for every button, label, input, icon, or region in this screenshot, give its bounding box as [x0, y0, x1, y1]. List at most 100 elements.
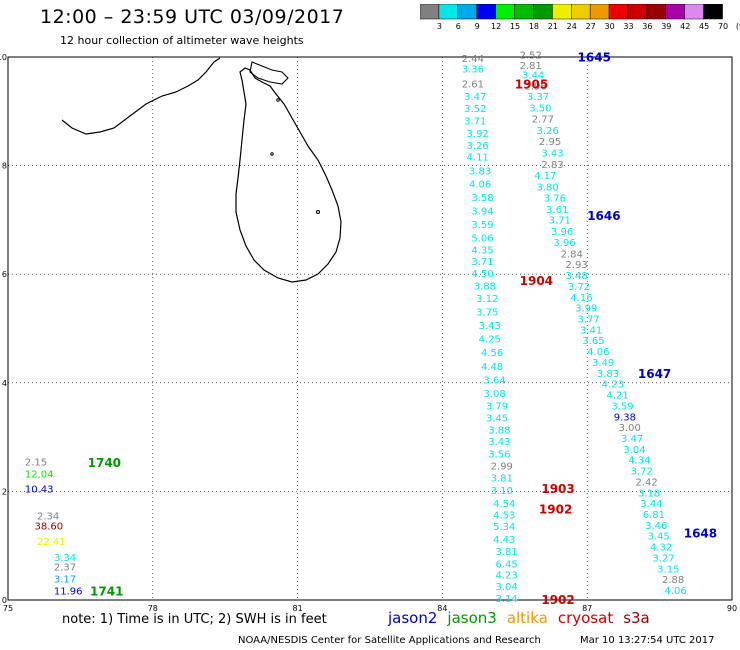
wave-height-value: 4.11: [467, 153, 489, 164]
x-tick-label: 78: [148, 604, 158, 613]
wave-height-value: 3.71: [549, 216, 571, 227]
wave-height-value: 3.43: [488, 437, 510, 448]
wave-height-value: 3.48: [565, 271, 587, 282]
wave-height-value: 2.81: [520, 61, 542, 72]
wave-height-value: 4.43: [493, 535, 515, 546]
wave-height-value: 12.04: [25, 469, 54, 480]
wave-height-value: 2.77: [532, 115, 554, 126]
wave-height-value: 4.32: [650, 543, 672, 554]
color-scale-label: 30: [604, 22, 615, 31]
wave-height-value: 3.75: [476, 307, 498, 318]
wave-height-value: 3.61: [546, 205, 568, 216]
color-scale-label: 24: [566, 22, 577, 31]
grid-lines: [8, 57, 732, 600]
wave-height-value: 3.10: [491, 486, 513, 497]
wave-height-value: 4.34: [628, 456, 650, 467]
wave-height-value: 3.15: [657, 564, 679, 575]
y-tick-label: 4: [2, 379, 7, 388]
wave-height-value: 3.59: [471, 220, 493, 231]
wave-height-value: 2.37: [54, 563, 76, 574]
time-labels: 1740 1741 1645 1905 1646 1904 1647 1903 1902 1902…: [88, 50, 717, 606]
wave-height-value: 3.41: [580, 325, 602, 336]
wave-height-value: 3.56: [488, 450, 510, 461]
wave-height-value: 3.88: [488, 425, 510, 436]
y-tick-label: 2: [2, 487, 7, 496]
wave-height-value: 2.42: [635, 477, 657, 488]
wave-height-value: 4.54: [493, 499, 515, 510]
wave-height-value: 2.52: [520, 51, 542, 62]
color-scale-label: 39: [661, 22, 672, 31]
wave-height-value: 3.47: [464, 92, 486, 103]
wave-height-value: 11.96: [54, 587, 83, 598]
credit-text: NOAA/NESDIS Center for Satellite Applica…: [238, 635, 541, 646]
wave-height-value: 2.34: [37, 512, 59, 523]
observation-time-label: 1903: [541, 482, 574, 496]
wave-height-value: 4.48: [481, 362, 503, 373]
color-scale-label: 12: [491, 22, 502, 31]
color-scale-label: 45: [699, 22, 710, 31]
wave-height-value: 3.58: [471, 193, 493, 204]
color-scale-label: (ft): [735, 22, 740, 31]
island-dot: [276, 98, 280, 102]
wave-height-value: 3.94: [471, 206, 493, 217]
observation-time-label: 1647: [638, 367, 671, 381]
wave-height-value: 3.26: [467, 141, 489, 152]
wave-height-value: 4.17: [534, 171, 556, 182]
wave-height-value: 10.43: [25, 484, 54, 495]
wave-height-value: 2.93: [565, 260, 587, 271]
wave-height-value: 5.34: [493, 522, 515, 533]
color-swatch: [703, 4, 723, 20]
wave-height-value: 3.72: [631, 467, 653, 478]
wave-height-value: 3.45: [648, 532, 670, 543]
wave-height-value: 4.35: [471, 246, 493, 257]
wave-height-value: 3.83: [597, 369, 619, 380]
wave-height-value: 3.77: [578, 315, 600, 326]
satellite-legend: jason2 jason3 altika cryosat s3a: [388, 609, 660, 627]
color-scale-label: 15: [509, 22, 521, 31]
map-frame: [7, 56, 733, 601]
color-scale-label: 33: [623, 22, 634, 31]
wave-height-value: 2.95: [539, 137, 561, 148]
wave-height-value: 2.15: [25, 457, 47, 468]
observation-time-label: 1902: [541, 593, 574, 607]
wave-height-value: 3.79: [486, 401, 508, 412]
wave-height-value: 3.45: [486, 413, 508, 424]
color-scale-label: 42: [680, 22, 691, 31]
wave-height-value: 4.56: [481, 348, 503, 359]
wave-height-value: 3.47: [621, 434, 643, 445]
color-scale-label: 6: [455, 22, 461, 31]
sri-lanka-outline: [235, 67, 342, 283]
color-scale-bar: [420, 4, 723, 20]
wave-height-value: 3.37: [527, 92, 549, 103]
legend-item-jason2: jason2: [388, 609, 438, 627]
wave-height-value: 3.52: [464, 104, 486, 115]
wave-height-value: 6.81: [643, 510, 665, 521]
legend-item-jason3: jason3: [447, 609, 497, 627]
observation-time-label: 1904: [520, 274, 553, 288]
jaffna-peninsula: [249, 61, 289, 85]
wave-height-value: 2.44: [462, 54, 484, 65]
page-title: 12:00 – 23:59 UTC 03/09/2017: [40, 6, 345, 28]
legend-item-cryosat: cryosat: [557, 609, 614, 627]
wave-height-value: 22.41: [37, 537, 66, 548]
wave-height-value: 4.50: [471, 269, 493, 280]
wave-height-value: 3.81: [491, 474, 513, 485]
island-dot: [316, 210, 320, 214]
wave-height-value: 3.14: [495, 594, 517, 605]
wave-height-value: 3.71: [471, 257, 493, 268]
wave-height-value: 4.06: [469, 179, 491, 190]
wave-height-value: 3.12: [476, 294, 498, 305]
wave-height-value: 2.61: [462, 79, 484, 90]
wave-height-value: 3.99: [575, 304, 597, 315]
wave-height-value: 2.88: [662, 575, 684, 586]
wave-height-value: 3.04: [623, 445, 645, 456]
observation-time-label: 1902: [539, 503, 572, 517]
color-scale-label: 3: [436, 22, 442, 31]
page-subtitle: 12 hour collection of altimeter wave hei…: [60, 34, 304, 47]
wave-height-value: 3.88: [474, 281, 496, 292]
observation-time-label: 1645: [578, 50, 611, 64]
plot-frame: [7, 56, 733, 601]
